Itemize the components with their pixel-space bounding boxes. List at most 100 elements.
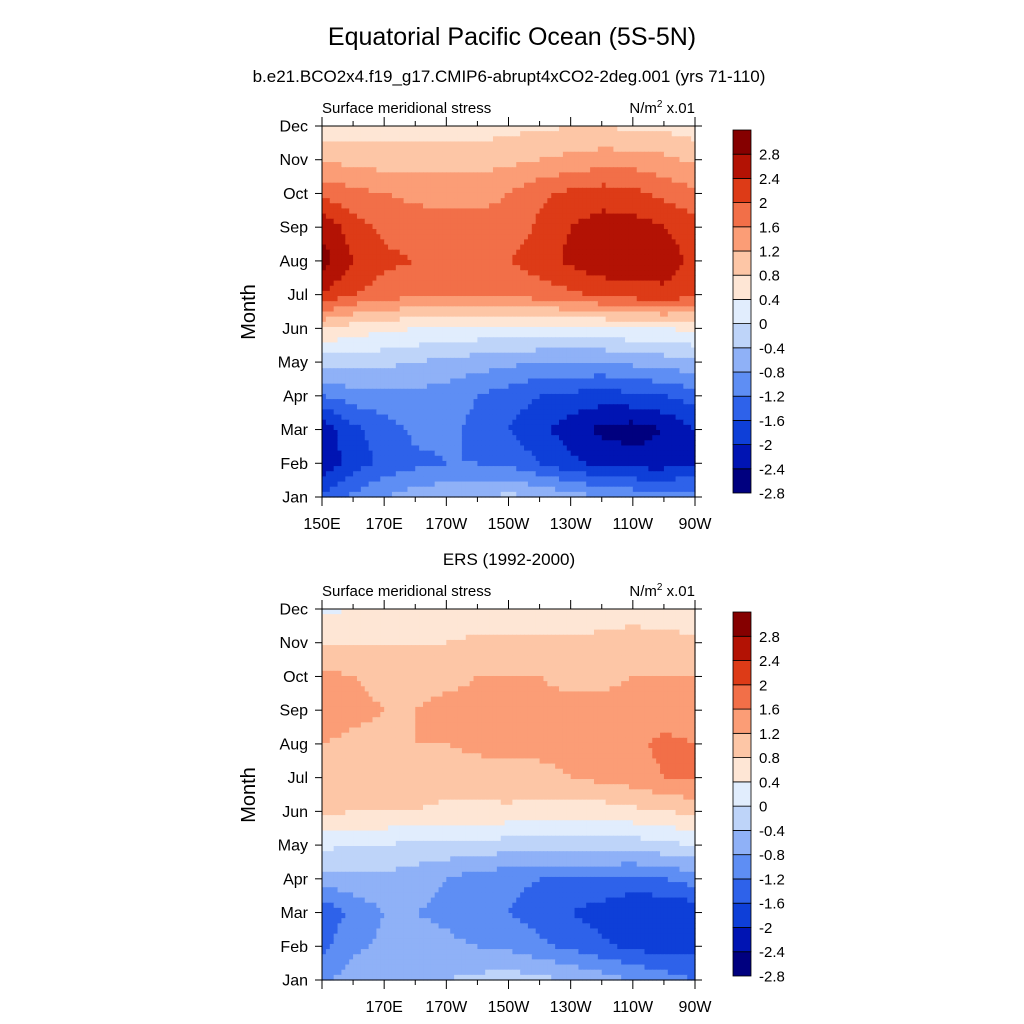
contour-cell	[489, 254, 494, 261]
contour-cell	[625, 368, 630, 374]
contour-cell	[574, 306, 580, 313]
contour-cell	[508, 234, 513, 240]
contour-cell	[555, 234, 560, 240]
contour-cell	[648, 306, 653, 313]
contour-cell	[512, 388, 517, 395]
contour-cell	[356, 383, 362, 390]
contour-cell	[407, 172, 412, 179]
contour-cell	[551, 208, 556, 215]
contour-cell	[640, 342, 646, 349]
contour-cell	[492, 192, 498, 199]
contour-cell	[442, 332, 447, 338]
contour-cell	[640, 156, 646, 163]
contour-cell	[337, 234, 343, 240]
contour-cell	[492, 229, 498, 235]
contour-cell	[388, 162, 393, 168]
contour-cell	[481, 301, 486, 307]
contour-cell	[403, 131, 409, 137]
contour-cell	[593, 182, 599, 189]
contour-cell	[667, 326, 673, 333]
contour-cell	[341, 275, 346, 282]
contour-cell	[539, 388, 545, 395]
contour-cell	[574, 249, 580, 256]
contour-cell	[454, 280, 459, 287]
contour-cell	[430, 218, 436, 225]
contour-cell	[450, 296, 455, 302]
contour-cell	[691, 265, 696, 271]
contour-cell	[574, 136, 580, 143]
contour-cell	[628, 301, 634, 307]
contour-cell	[353, 162, 358, 168]
contour-cell	[356, 136, 362, 143]
contour-cell	[438, 321, 444, 328]
contour-cell	[364, 126, 370, 132]
contour-cell	[578, 342, 583, 349]
contour-cell	[570, 265, 576, 271]
contour-cell	[621, 151, 626, 158]
contour-cell	[512, 162, 517, 168]
contour-cell	[687, 270, 692, 277]
contour-cell	[333, 270, 339, 277]
contour-cell	[621, 131, 626, 137]
contour-cell	[535, 234, 541, 240]
contour-cell	[461, 192, 467, 199]
contour-cell	[407, 363, 412, 369]
contour-cell	[442, 326, 447, 333]
contour-cell	[457, 213, 463, 220]
contour-cell	[489, 239, 494, 246]
contour-cell	[636, 136, 642, 143]
contour-cell	[644, 198, 649, 204]
contour-cell	[516, 172, 521, 179]
contour-cell	[590, 218, 595, 225]
contour-cell	[504, 357, 510, 364]
contour-cell	[364, 352, 370, 359]
contour-cell	[660, 151, 665, 158]
contour-cell	[322, 187, 327, 194]
contour-cell	[395, 239, 401, 246]
contour-cell	[687, 347, 692, 354]
contour-cell	[492, 290, 498, 297]
contour-cell	[380, 388, 385, 395]
contour-cell	[504, 342, 510, 349]
contour-cell	[434, 213, 440, 220]
contour-cell	[423, 352, 428, 359]
contour-cell	[457, 192, 463, 199]
contour-cell	[660, 357, 665, 364]
contour-cell	[500, 347, 506, 354]
contour-cell	[555, 151, 560, 158]
contour-cell	[527, 234, 533, 240]
contour-cell	[411, 388, 416, 395]
contour-cell	[531, 187, 537, 194]
contour-cell	[648, 136, 653, 143]
contour-cell	[465, 239, 471, 246]
contour-cell	[504, 131, 510, 137]
contour-cell	[426, 280, 432, 287]
contour-cell	[496, 326, 502, 333]
contour-cell	[555, 198, 560, 204]
contour-cell	[512, 337, 517, 344]
contour-cell	[531, 378, 537, 385]
contour-cell	[485, 373, 490, 380]
contour-cell	[391, 265, 397, 271]
contour-cell	[360, 172, 366, 179]
contour-cell	[601, 265, 607, 271]
contour-cell	[349, 156, 354, 163]
contour-cell	[504, 321, 510, 328]
contour-cell	[489, 388, 494, 395]
contour-cell	[403, 198, 409, 204]
contour-cell	[345, 280, 350, 287]
contour-cell	[438, 167, 444, 173]
contour-cell	[679, 306, 684, 313]
contour-cell	[640, 321, 646, 328]
contour-cell	[508, 146, 513, 153]
contour-cell	[516, 213, 521, 220]
contour-cell	[555, 167, 560, 173]
contour-cell	[329, 311, 335, 318]
contour-cell	[562, 156, 568, 163]
contour-cell	[609, 388, 615, 395]
contour-cell	[547, 368, 552, 374]
contour-cell	[423, 363, 428, 369]
contour-cell	[407, 347, 412, 354]
contour-cell	[535, 151, 541, 158]
contour-cell	[524, 234, 529, 240]
